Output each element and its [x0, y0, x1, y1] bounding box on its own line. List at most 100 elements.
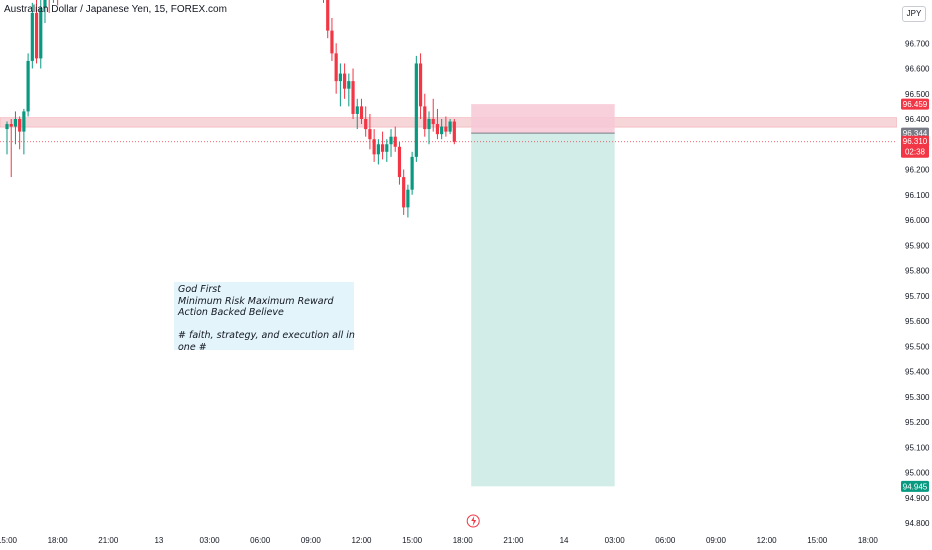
price-tick-label: 95.400	[905, 368, 930, 377]
time-tick-label: 15:00	[402, 536, 423, 545]
flash-icon	[466, 514, 480, 528]
note-line	[178, 319, 350, 331]
candle-body	[34, 12, 39, 59]
flash-icon-bolt	[471, 516, 477, 526]
text-note[interactable]: God First Minimum Risk Maximum Reward Ac…	[174, 282, 355, 353]
candle-body	[372, 139, 376, 155]
chart-background-layer	[0, 104, 898, 487]
note-line: God First	[178, 284, 221, 295]
candle-body	[330, 30, 334, 54]
time-tick-label: 15:00	[0, 536, 18, 545]
note-line: Minimum Risk Maximum Reward	[178, 295, 334, 307]
price-tick-label: 95.100	[905, 443, 930, 452]
price-tick-label: 95.500	[905, 342, 930, 351]
time-tick-label: 18:00	[858, 536, 879, 545]
price-tick-label: 95.000	[905, 469, 930, 478]
candle-body	[397, 146, 402, 178]
candle-body	[5, 124, 9, 130]
last-price-tag-label: 96.310	[903, 137, 928, 146]
price-tick-label: 95.700	[905, 292, 930, 301]
time-tick-label: 06:00	[655, 536, 676, 545]
time-tick-label: 18:00	[48, 536, 69, 545]
time-tick-label: 18:00	[453, 536, 474, 545]
time-tick-label: 09:00	[706, 536, 727, 545]
candle-body	[364, 119, 368, 130]
candle-body	[452, 121, 456, 142]
candle-body	[406, 189, 410, 208]
price-tick-label: 96.400	[905, 115, 930, 124]
target-price-tag-label: 94.945	[903, 482, 928, 491]
candle-body	[380, 144, 385, 152]
candle-body	[326, 0, 330, 31]
price-tick-label: 96.500	[905, 90, 930, 99]
price-tick-label: 96.600	[905, 65, 930, 74]
price-tick-label: 96.000	[905, 216, 930, 225]
note-line: one #	[178, 341, 207, 353]
time-tick-label: 06:00	[250, 536, 271, 545]
time-tick-label: 09:00	[301, 536, 322, 545]
price-tick-label: 95.300	[905, 393, 930, 402]
note-line: # faith, strategy, and execution all in	[178, 330, 355, 341]
candle-body	[359, 106, 364, 119]
candle-body	[368, 129, 372, 140]
time-tick-label: 03:00	[200, 536, 221, 545]
last-price-tag-countdown: 02:38	[905, 148, 926, 157]
current-price-tag-label: 96.344	[903, 129, 928, 138]
price-tick-label: 95.600	[905, 317, 930, 326]
symbol-title[interactable]: Australian Dollar / Japanese Yen, 15, FO…	[4, 4, 227, 15]
time-tick-label: 12:00	[351, 536, 372, 545]
candles-layer	[5, 0, 456, 218]
time-tick-label: 14	[560, 536, 569, 545]
candle-body	[444, 126, 448, 132]
candle-body	[13, 119, 18, 127]
target-price-tag	[901, 480, 929, 492]
stop-price-tag-label: 96.459	[903, 100, 928, 109]
candle-body	[431, 119, 435, 125]
candle-body	[43, 0, 47, 8]
time-tick-label: 15:00	[807, 536, 828, 545]
candle-body	[427, 119, 431, 130]
time-tick-label: 21:00	[503, 536, 524, 545]
candle-body	[389, 136, 393, 145]
price-tick-label: 96.700	[905, 39, 930, 48]
price-tick-label: 94.900	[905, 494, 930, 503]
currency-button[interactable]: JPY	[902, 6, 926, 22]
candle-body	[414, 63, 418, 157]
price-tick-label: 95.200	[905, 418, 930, 427]
price-tick-label: 96.100	[905, 191, 930, 200]
candle-body	[423, 106, 427, 130]
candle-body	[22, 111, 26, 132]
time-tick-label: 03:00	[605, 536, 626, 545]
candle-body	[18, 119, 22, 132]
candle-body	[418, 63, 423, 107]
time-axis-background	[0, 532, 932, 550]
candle-body	[435, 124, 440, 135]
candle-body	[26, 60, 30, 112]
candle-body	[351, 81, 355, 114]
candle-body	[30, 12, 34, 61]
price-axis-background	[897, 0, 932, 550]
time-tick-label: 21:00	[98, 536, 119, 545]
stop-price-tag	[901, 98, 929, 110]
candle-body	[334, 53, 338, 82]
time-tick-label: 13	[154, 536, 163, 545]
take-profit-zone	[471, 133, 615, 487]
price-tick-label: 94.800	[905, 519, 930, 528]
candle-body	[376, 144, 380, 155]
candle-body	[343, 73, 347, 89]
stop-loss-zone	[471, 104, 615, 134]
price-tick-label: 95.800	[905, 267, 930, 276]
candle-body	[393, 136, 397, 147]
candle-body	[338, 73, 342, 82]
last-price-tag	[901, 135, 929, 158]
note-line: Action Backed Believe	[178, 307, 284, 318]
candle-body	[440, 126, 444, 135]
candle-body	[39, 7, 43, 59]
price-tick-label: 95.900	[905, 241, 930, 250]
candle-body	[385, 144, 389, 152]
time-tick-label: 12:00	[757, 536, 778, 545]
candle-body	[448, 121, 452, 132]
candle-body	[402, 177, 406, 208]
